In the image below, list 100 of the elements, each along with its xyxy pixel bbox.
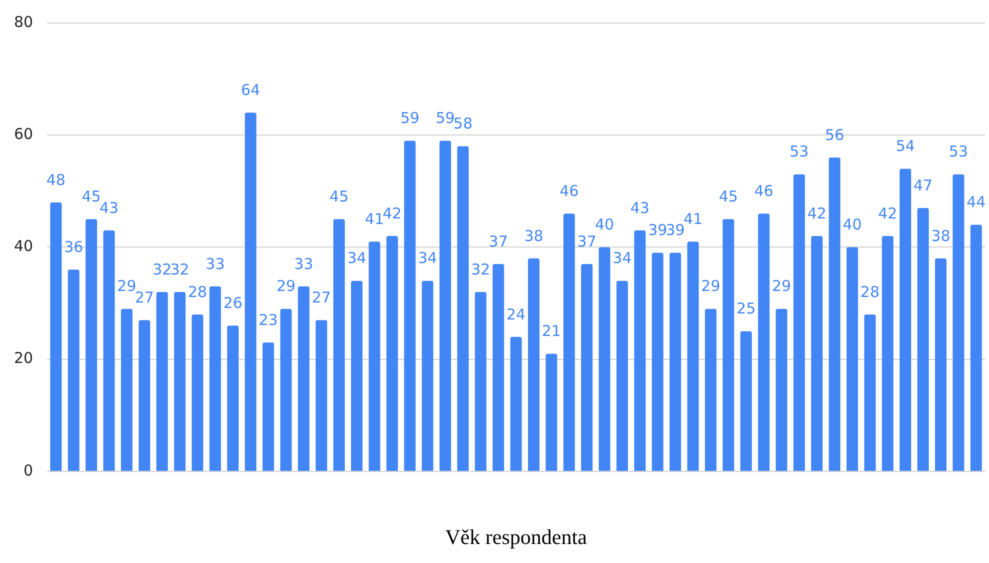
bar	[828, 158, 840, 471]
bar	[598, 247, 610, 471]
data-label: 29	[772, 277, 792, 296]
bar	[634, 230, 646, 471]
data-label: 53	[948, 142, 968, 161]
bar	[227, 326, 239, 471]
data-label: 41	[364, 210, 384, 228]
data-label: 40	[594, 216, 614, 234]
bar	[280, 308, 292, 471]
bar	[510, 336, 522, 471]
data-label: 32	[471, 260, 490, 278]
bar	[970, 224, 982, 471]
bar	[422, 280, 434, 471]
data-label: 25	[736, 300, 756, 318]
data-label: 28	[860, 282, 880, 301]
y-tick-label: 80	[14, 12, 34, 31]
data-label: 32	[152, 260, 172, 278]
bar	[156, 292, 168, 471]
bar	[50, 202, 62, 471]
data-label: 56	[825, 126, 844, 144]
bar	[581, 264, 593, 471]
data-label: 23	[258, 310, 278, 329]
data-label: 43	[99, 198, 119, 217]
data-label: 39	[648, 221, 668, 240]
data-label: 45	[330, 188, 349, 206]
data-label: 32	[170, 260, 190, 278]
bar	[86, 219, 98, 471]
data-label: 21	[542, 322, 561, 340]
data-label: 36	[64, 238, 84, 256]
bar	[138, 320, 150, 471]
data-label: 26	[223, 294, 242, 312]
bar	[386, 236, 398, 471]
bar	[935, 258, 947, 471]
data-label: 34	[418, 249, 438, 268]
bar	[316, 320, 328, 471]
bar	[882, 236, 894, 471]
data-label: 42	[382, 204, 402, 222]
bar	[776, 308, 788, 471]
bar	[652, 252, 664, 471]
data-label: 41	[683, 210, 703, 228]
data-label: 42	[878, 204, 898, 222]
bar	[758, 214, 770, 471]
y-tick-label: 60	[14, 124, 34, 143]
bar	[846, 247, 858, 471]
data-label: 42	[807, 204, 826, 222]
bar	[952, 174, 964, 471]
data-label: 47	[914, 176, 933, 194]
data-label: 27	[312, 288, 331, 306]
data-label: 43	[630, 198, 650, 217]
bar	[474, 292, 486, 471]
data-label: 24	[506, 305, 526, 324]
bar	[103, 230, 115, 471]
data-label: 58	[453, 114, 472, 133]
data-label: 46	[754, 182, 774, 200]
bar	[917, 208, 929, 471]
data-label: 29	[276, 277, 296, 296]
data-label: 37	[577, 232, 596, 250]
y-tick-label: 0	[24, 461, 34, 480]
bar	[546, 354, 558, 471]
bar	[174, 292, 186, 471]
bar	[298, 286, 310, 471]
y-tick-label: 40	[14, 237, 34, 256]
data-label: 45	[718, 188, 738, 206]
bar	[811, 236, 823, 471]
data-label: 27	[134, 288, 154, 306]
y-tick-label: 20	[14, 349, 34, 368]
data-label: 44	[966, 193, 986, 212]
bar	[244, 112, 256, 471]
bar	[740, 331, 752, 471]
bar	[670, 252, 682, 471]
bar	[704, 308, 716, 471]
bar	[900, 168, 912, 471]
x-axis-title: Věk respondenta	[445, 524, 588, 549]
data-label: 33	[294, 254, 314, 273]
data-label: 39	[666, 221, 685, 240]
data-label: 53	[790, 142, 809, 161]
data-label: 54	[896, 137, 915, 156]
data-label: 59	[400, 109, 420, 128]
bar	[793, 174, 805, 471]
bar	[528, 258, 540, 471]
bar	[351, 280, 363, 471]
bar	[368, 242, 380, 471]
bar	[687, 242, 699, 471]
data-label: 45	[82, 188, 101, 206]
data-label: 64	[241, 81, 260, 100]
data-label: 38	[524, 226, 544, 245]
data-label: 48	[46, 170, 66, 189]
bar	[192, 314, 204, 471]
bar	[722, 219, 734, 471]
bar	[440, 140, 452, 471]
data-label: 40	[842, 216, 862, 234]
data-label: 29	[117, 277, 136, 296]
bar	[864, 314, 876, 471]
bar	[563, 214, 575, 471]
bar	[492, 264, 504, 471]
data-label: 37	[488, 232, 508, 250]
data-label: 34	[612, 249, 632, 268]
bar	[333, 219, 345, 471]
bar	[68, 270, 80, 471]
data-label: 28	[188, 282, 208, 301]
